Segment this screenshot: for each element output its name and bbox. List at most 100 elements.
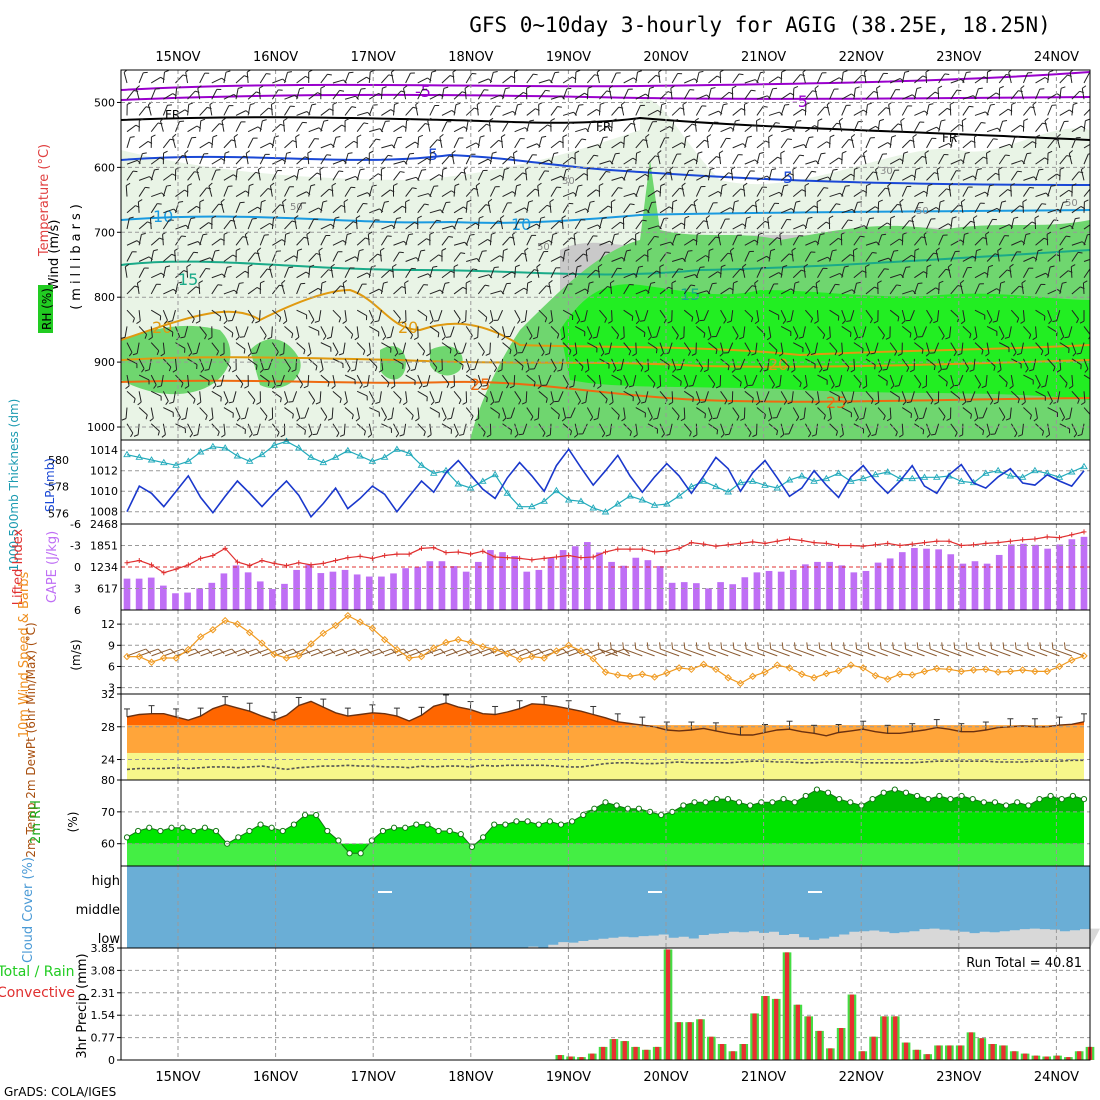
barb-staff: [199, 268, 207, 278]
barb-staff: [514, 185, 518, 197]
barb-staff: [490, 407, 500, 415]
barb-flag: [557, 414, 560, 420]
barb-flag: [362, 350, 366, 355]
wind-barb: [526, 154, 537, 165]
barb-staff: [586, 269, 596, 279]
barb-staff: [562, 407, 567, 419]
barb-staff: [163, 208, 174, 214]
barb-flag: [365, 315, 368, 321]
wind-barb: [344, 95, 360, 100]
barb-flag: [403, 160, 408, 165]
barb-staff: [187, 251, 194, 262]
barb-staff: [488, 120, 491, 132]
wind-barb: [538, 89, 550, 100]
barb-staff: [683, 374, 689, 386]
wind-barb: [417, 134, 424, 148]
barb-staff: [174, 88, 178, 100]
wind-barb: [163, 407, 174, 417]
wind-barb: [538, 135, 547, 149]
barb-staff: [925, 71, 928, 84]
wind-barb: [259, 358, 264, 373]
barb-flag: [205, 415, 208, 420]
wind-barb: [465, 153, 476, 165]
wind-barb: [465, 407, 474, 421]
wind-barb: [196, 391, 202, 406]
barb-staff: [465, 142, 477, 149]
barb-flag: [640, 104, 645, 106]
barb-staff: [635, 342, 637, 354]
temp-label: 15: [178, 270, 198, 289]
barb-flag: [208, 418, 214, 422]
wind-barb: [367, 423, 373, 438]
barb-flag: [629, 284, 634, 286]
barb-staff: [417, 374, 423, 386]
wind-barb: [485, 342, 491, 356]
barb-staff: [332, 170, 340, 181]
barb-staff: [502, 326, 506, 338]
barb-staff: [235, 121, 242, 132]
barb-staff: [381, 342, 392, 349]
wind-barb: [393, 342, 399, 357]
barb-staff: [332, 285, 341, 295]
barb-staff: [548, 342, 552, 354]
barb-staff: [683, 390, 694, 398]
barb-staff: [633, 120, 637, 132]
wind-barb: [490, 290, 505, 295]
barb-flag: [278, 89, 283, 91]
barb-flag: [235, 336, 240, 341]
barb-flag: [121, 336, 126, 339]
barb-staff: [1022, 201, 1024, 213]
barb-staff: [344, 95, 356, 100]
barb-staff: [163, 288, 174, 295]
wind-barb: [157, 375, 164, 388]
barb-staff: [429, 209, 441, 214]
barb-staff: [671, 153, 678, 165]
barb-staff: [247, 358, 258, 366]
barb-flag: [572, 315, 574, 320]
barb-staff: [221, 120, 225, 132]
barb-staff: [586, 326, 593, 337]
barb-staff: [502, 236, 511, 246]
wind-barb: [368, 138, 381, 149]
barb-flag: [450, 385, 455, 389]
wind-barb: [453, 183, 460, 197]
barb-staff: [320, 201, 324, 213]
wind-barb: [137, 391, 142, 406]
wind-barb: [332, 101, 338, 116]
barb-flag: [195, 320, 201, 324]
barb-staff: [235, 342, 246, 350]
barb-flag: [440, 209, 444, 214]
wind-barb: [356, 122, 369, 132]
wind-barb: [380, 154, 393, 165]
wind-barb: [682, 101, 687, 116]
barb-staff: [671, 142, 683, 149]
barb-staff: [380, 235, 388, 246]
barb-flag: [465, 280, 471, 284]
barb-flag: [179, 120, 185, 122]
barb-staff: [526, 120, 531, 132]
barb-staff: [451, 153, 455, 165]
barb-flag: [169, 219, 174, 221]
barb-flag: [374, 366, 378, 372]
barb-staff: [683, 342, 691, 352]
wind-barb: [417, 193, 432, 198]
barb-flag: [673, 118, 679, 122]
wind-barb: [398, 342, 407, 355]
wind-barb: [235, 167, 242, 181]
barb-staff: [561, 358, 564, 370]
barb-flag: [156, 283, 161, 285]
barb-staff: [441, 190, 452, 198]
barb-staff: [344, 310, 347, 322]
barb-flag: [488, 198, 493, 203]
wind-barb: [258, 85, 264, 100]
wind-barb: [599, 160, 614, 165]
wind-barb: [550, 232, 558, 246]
barb-flag: [574, 150, 580, 154]
wind-barb: [578, 423, 588, 435]
wind-barb: [429, 391, 435, 406]
barb-flag: [533, 73, 538, 76]
barb-flag: [350, 267, 355, 269]
wind-barb: [308, 184, 316, 197]
barb-staff: [587, 189, 597, 197]
barb-staff: [162, 391, 169, 402]
